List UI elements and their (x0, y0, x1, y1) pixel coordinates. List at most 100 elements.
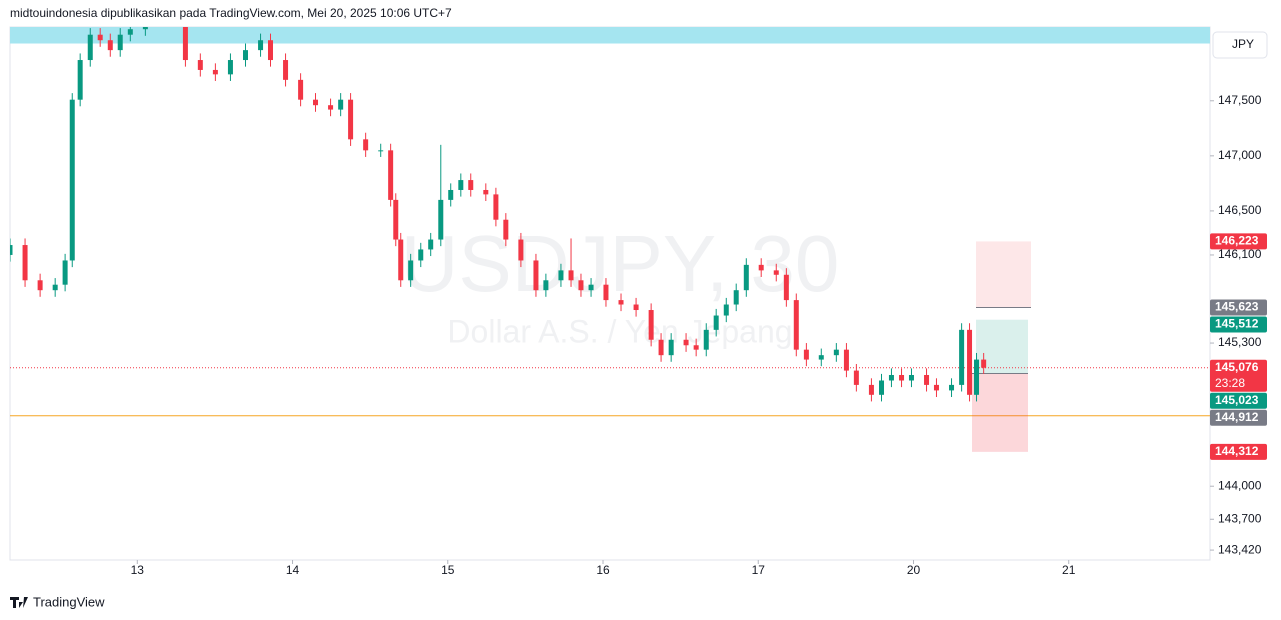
candle-body (974, 359, 980, 395)
x-tick-label: 16 (596, 563, 610, 577)
candle-body (533, 260, 539, 291)
candle-body (393, 199, 399, 240)
x-tick-label: 15 (441, 563, 455, 577)
currency-box (1212, 31, 1268, 59)
header: midtouindonesia dipublikasikan pada Trad… (10, 6, 452, 20)
candle-body (981, 359, 987, 368)
y-tick-label: 143,420 (1218, 542, 1262, 556)
candle-body (348, 99, 354, 140)
candle-body (127, 29, 133, 35)
candle-body (388, 150, 394, 200)
candle-body (298, 79, 304, 100)
x-tick-label: 14 (286, 563, 300, 577)
countdown: 23:28 (1215, 376, 1245, 390)
price-label-box (1210, 316, 1267, 333)
candle-body (648, 310, 654, 340)
candle-body (683, 339, 689, 346)
candle-body (733, 290, 739, 305)
price-label-box (1210, 359, 1267, 392)
candle-body (668, 339, 674, 356)
x-tick-label: 20 (907, 563, 921, 577)
candle-body (52, 284, 58, 291)
candle-body (868, 384, 874, 395)
price-label-box (1210, 233, 1267, 250)
price-label: 144,912 (1215, 410, 1259, 424)
candle-body (10, 245, 13, 255)
candle-body (212, 69, 218, 75)
price-label-box (1210, 409, 1267, 426)
watermark-sub: Dollar A.S. / Yen Jepang (447, 313, 792, 349)
candle-body (658, 339, 664, 356)
candle-body (693, 345, 699, 350)
candle-body (899, 374, 905, 381)
candle-body (87, 34, 93, 61)
candle-body (618, 300, 624, 305)
price-label: 144,312 (1215, 444, 1259, 458)
position-zone (976, 241, 1031, 308)
candle-body (568, 270, 574, 281)
candle-body (578, 280, 584, 291)
candle-body (924, 374, 930, 385)
candle-body (588, 284, 594, 291)
candle-body (879, 380, 885, 395)
price-label-box (1210, 443, 1267, 460)
candle-body (783, 274, 789, 301)
candle-body (62, 260, 68, 285)
price-label: 145,623 (1215, 300, 1259, 314)
candle-body (363, 139, 369, 151)
candle-body (227, 60, 233, 75)
candle-body (833, 349, 839, 356)
price-label-box (1210, 299, 1267, 316)
candle-body (142, 27, 148, 30)
candle-body (378, 150, 384, 152)
y-tick-label: 146,500 (1218, 203, 1262, 217)
candle-body (69, 99, 75, 261)
plot (10, 27, 1210, 452)
candle-body (448, 189, 454, 200)
candle-body (313, 99, 319, 106)
candle-body (182, 27, 188, 61)
candle-body (888, 374, 894, 381)
candle-body (503, 219, 509, 240)
price-label-box (1210, 392, 1267, 409)
candle-body (818, 355, 824, 360)
logo (10, 597, 28, 608)
currency: JPY (1232, 37, 1254, 51)
candle-body (338, 99, 344, 110)
candle-body (703, 329, 709, 350)
candle-body (468, 180, 474, 190)
candle-body (428, 239, 434, 250)
candle-body (793, 300, 799, 350)
y-tick-label: 145,300 (1218, 335, 1262, 349)
y-tick-label: 147,000 (1218, 148, 1262, 162)
y-tick-label: 146,100 (1218, 247, 1262, 261)
x-tick-label: 13 (131, 563, 145, 577)
candle-body (803, 349, 809, 360)
stop-zone (972, 373, 1028, 452)
candle-body (758, 264, 764, 271)
candle-body (723, 304, 729, 316)
watermark: USDJPY, 30 (401, 219, 840, 308)
candle-body (743, 264, 749, 291)
candle-body (22, 245, 28, 281)
y-tick-label: 144,000 (1218, 478, 1262, 492)
candle-body (418, 249, 424, 261)
candle-body (37, 280, 43, 291)
y-tick-label: 143,700 (1218, 511, 1262, 525)
price-label: 145,512 (1215, 317, 1259, 331)
candle-body (773, 270, 779, 275)
zone (10, 27, 1210, 44)
price-label: 145,076 (1215, 360, 1259, 374)
candle-body (959, 329, 965, 385)
footer: TradingView (33, 594, 105, 609)
candle-body (267, 40, 273, 61)
candle-body (543, 280, 549, 291)
candle-body (458, 180, 464, 190)
candle-body (949, 384, 955, 391)
candle-body (438, 199, 444, 240)
candle-body (197, 60, 203, 70)
candle-body (967, 329, 973, 395)
candle-body (908, 374, 914, 381)
candle-body (117, 34, 123, 51)
